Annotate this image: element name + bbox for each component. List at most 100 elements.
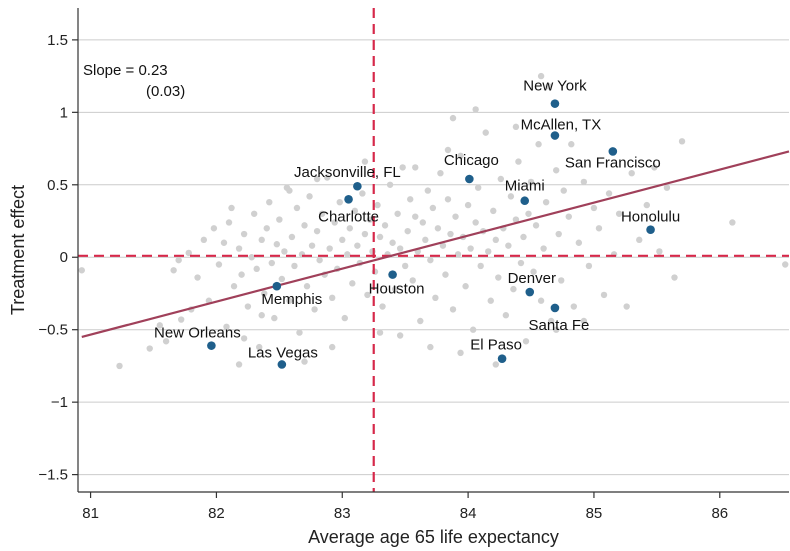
- background-points: [78, 72, 789, 370]
- x-axis-title: Average age 65 life expectancy: [308, 527, 559, 547]
- background-point: [225, 219, 233, 226]
- plot-frame: [78, 8, 789, 492]
- background-point: [244, 303, 252, 310]
- x-tick-label: 84: [460, 505, 477, 522]
- background-point: [326, 245, 333, 252]
- background-point: [643, 201, 650, 209]
- background-point: [545, 83, 552, 90]
- background-point: [487, 297, 494, 304]
- background-point: [328, 343, 336, 351]
- background-point: [146, 345, 153, 352]
- background-point: [429, 204, 437, 212]
- background-point: [537, 72, 545, 80]
- background-point: [341, 314, 348, 322]
- background-point: [560, 187, 567, 194]
- x-tick-label: 83: [334, 505, 351, 522]
- background-point: [558, 277, 565, 284]
- background-point: [401, 262, 409, 270]
- background-point: [671, 274, 678, 281]
- background-point: [422, 236, 429, 244]
- background-point: [585, 262, 593, 270]
- background-point: [351, 207, 359, 215]
- background-point: [530, 268, 537, 275]
- city-labels: New York McAllen, TX San Francisco Chicago J…: [154, 78, 680, 362]
- background-point: [507, 193, 515, 200]
- background-point: [376, 233, 384, 241]
- background-point: [291, 262, 298, 270]
- background-point: [266, 198, 273, 206]
- background-point: [156, 322, 163, 329]
- background-point: [366, 216, 374, 223]
- x-tick-label: 81: [82, 505, 99, 522]
- city-label: Las Vegas: [248, 344, 318, 361]
- background-point: [447, 230, 454, 238]
- background-point: [240, 335, 248, 342]
- background-point: [248, 254, 255, 261]
- highlight-point: [520, 196, 530, 206]
- background-point: [522, 338, 530, 345]
- y-tick-label: 1: [60, 104, 68, 121]
- background-point: [374, 201, 381, 209]
- x-tick-label: 82: [208, 505, 225, 522]
- background-point: [381, 222, 389, 229]
- background-point: [278, 275, 286, 283]
- background-point: [482, 129, 489, 136]
- background-point: [565, 213, 572, 220]
- highlight-point: [497, 354, 507, 363]
- background-point: [580, 317, 588, 325]
- background-point: [537, 297, 545, 304]
- highlight-point: [550, 99, 560, 108]
- background-point: [230, 283, 238, 290]
- background-point: [525, 210, 532, 217]
- background-point: [575, 239, 583, 246]
- background-point: [449, 306, 457, 313]
- city-label: San Francisco: [565, 154, 661, 171]
- city-label: Honolulu: [621, 209, 680, 226]
- y-axis-title: Treatment effect: [8, 185, 28, 315]
- background-point: [462, 283, 469, 290]
- background-point: [263, 225, 270, 232]
- background-point: [444, 196, 452, 203]
- background-point: [268, 259, 275, 267]
- background-point: [281, 248, 288, 255]
- background-point: [464, 201, 472, 209]
- background-point: [663, 184, 671, 191]
- background-point: [419, 219, 427, 226]
- background-point: [568, 141, 575, 148]
- background-point: [452, 213, 459, 220]
- background-point: [276, 216, 283, 223]
- background-point: [391, 285, 399, 293]
- background-point: [258, 312, 265, 319]
- highlighted-points: [207, 99, 655, 369]
- background-point: [515, 158, 522, 165]
- background-point: [303, 283, 311, 290]
- city-label: Chicago: [444, 152, 499, 169]
- background-point: [286, 297, 293, 304]
- background-point: [286, 187, 293, 194]
- background-point: [449, 114, 457, 122]
- background-point: [376, 329, 384, 336]
- gridlines: [78, 39, 789, 476]
- background-point: [271, 314, 278, 322]
- background-point: [417, 317, 424, 325]
- background-point: [215, 261, 223, 268]
- background-point: [555, 230, 562, 238]
- background-point: [505, 242, 512, 249]
- x-tick-label: 85: [586, 505, 603, 522]
- highlight-point: [550, 303, 560, 313]
- background-point: [490, 207, 497, 215]
- background-point: [296, 329, 303, 336]
- background-point: [552, 167, 560, 174]
- city-label: Houston: [369, 281, 425, 298]
- background-point: [200, 236, 208, 244]
- background-point: [336, 198, 343, 206]
- city-label: McAllen, TX: [521, 117, 602, 134]
- highlight-point: [608, 147, 618, 156]
- background-point: [256, 343, 263, 351]
- highlight-point: [272, 281, 282, 291]
- city-label: Santa Fe: [528, 317, 589, 334]
- background-point: [424, 187, 432, 194]
- background-point: [540, 245, 547, 252]
- background-point: [240, 230, 248, 238]
